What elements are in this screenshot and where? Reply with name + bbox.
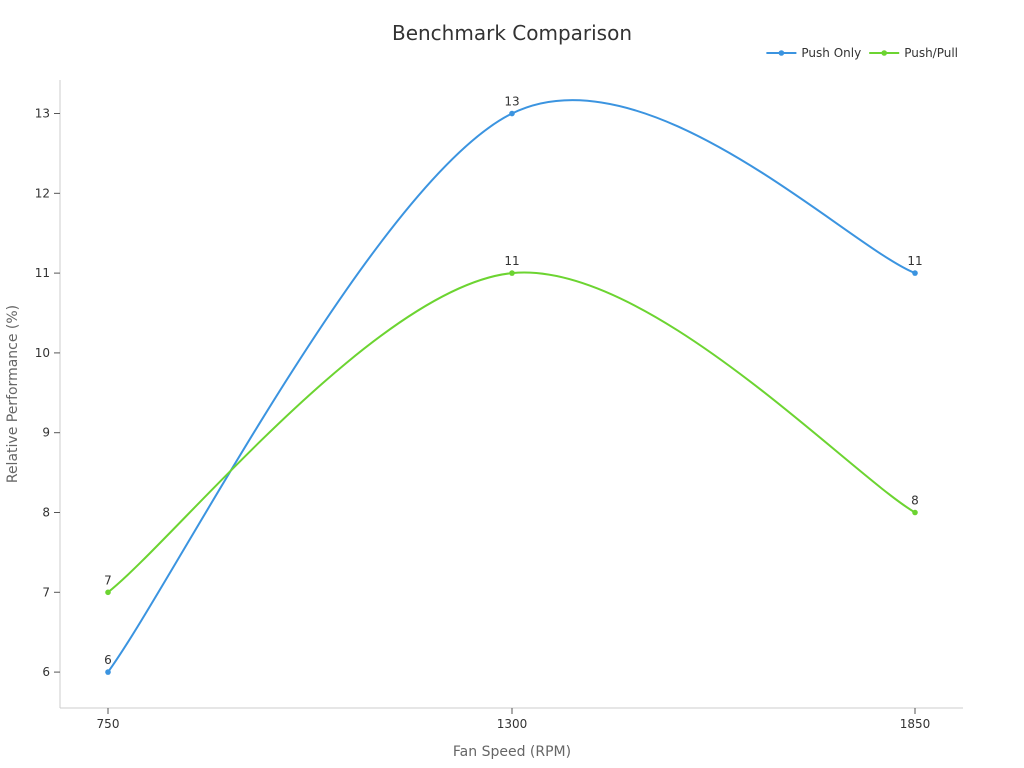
legend-marker-icon	[881, 50, 887, 56]
legend-marker-icon	[778, 50, 785, 56]
series-push-only: 6 13 11	[104, 95, 923, 675]
data-label: 11	[504, 254, 519, 268]
data-point[interactable]	[912, 509, 918, 516]
data-label: 13	[504, 95, 519, 109]
x-tick-label: 750	[97, 717, 120, 731]
series-layer: 6 13 11 7 11 8	[104, 95, 923, 675]
series-line-push-only	[107, 99, 916, 673]
data-point[interactable]	[509, 270, 515, 276]
legend[interactable]: Push Only Push/Pull	[766, 46, 958, 60]
x-tick-label: 1850	[900, 717, 931, 731]
legend-item-push-only[interactable]: Push Only	[766, 46, 861, 60]
data-point[interactable]	[509, 110, 515, 117]
legend-label: Push Only	[801, 46, 861, 60]
legend-item-push-pull[interactable]: Push/Pull	[869, 46, 958, 60]
data-point[interactable]	[105, 669, 111, 675]
data-label: 11	[907, 254, 922, 268]
y-tick-label: 10	[35, 346, 50, 360]
y-axis-label: Relative Performance (%)	[5, 305, 21, 483]
series-line-push-pull	[107, 271, 916, 594]
y-tick-label: 11	[35, 266, 50, 280]
series-push-pull: 7 11 8	[104, 254, 919, 596]
data-label: 6	[104, 653, 112, 667]
legend-label: Push/Pull	[904, 46, 958, 60]
data-label: 8	[911, 493, 919, 507]
y-tick-label: 13	[35, 107, 50, 121]
y-tick-label: 6	[42, 665, 50, 679]
y-axis-ticks: 6 7 8 9 10 11 12 13	[35, 107, 60, 679]
x-axis-ticks: 750 1300 1850	[97, 708, 931, 731]
y-tick-label: 12	[35, 186, 50, 200]
y-tick-label: 8	[42, 505, 50, 519]
y-tick-label: 9	[42, 426, 50, 440]
data-point[interactable]	[105, 589, 111, 596]
x-axis-label: Fan Speed (RPM)	[453, 744, 571, 760]
chart-title: Benchmark Comparison	[392, 21, 632, 45]
data-point[interactable]	[912, 270, 918, 276]
data-label: 7	[104, 573, 112, 587]
y-tick-label: 7	[42, 585, 50, 599]
x-tick-label: 1300	[497, 717, 528, 731]
